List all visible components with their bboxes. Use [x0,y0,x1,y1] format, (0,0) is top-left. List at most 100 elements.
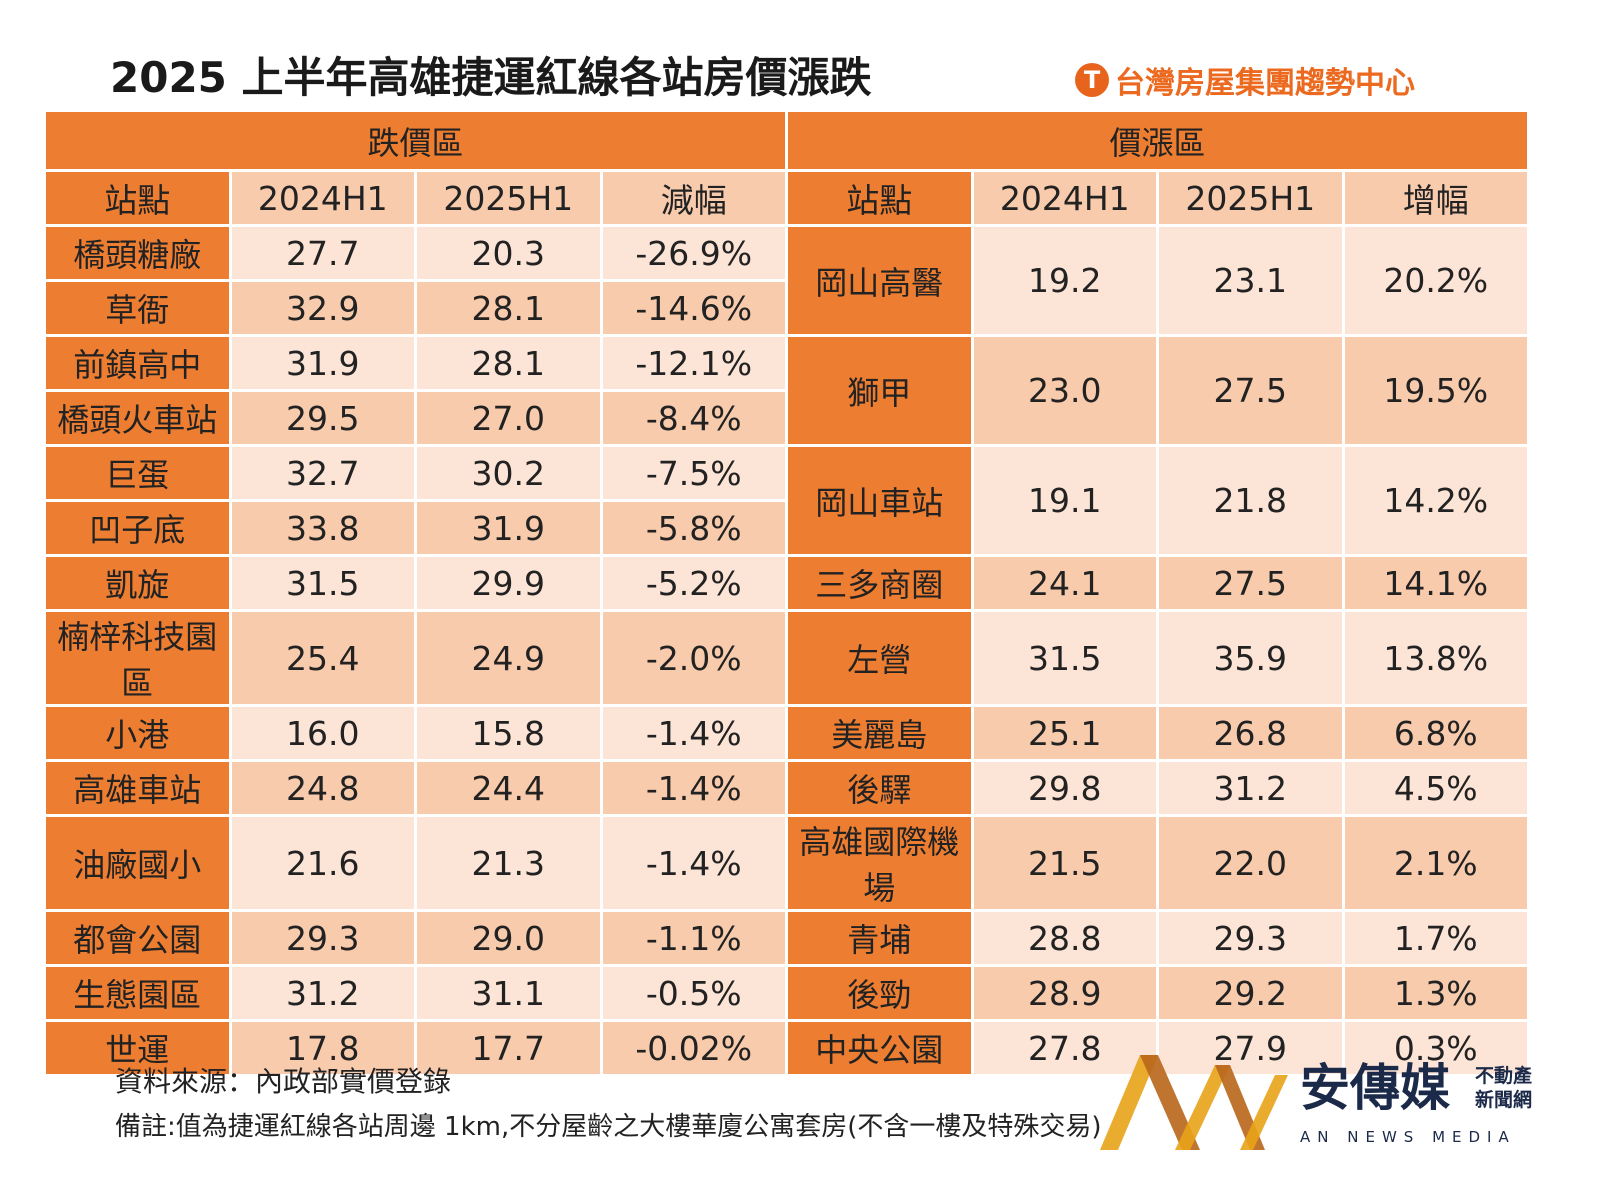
station-name: 岡山高醫 [788,227,971,334]
cell-value: -7.5% [602,447,785,499]
cell-value: 17.7 [417,1022,600,1074]
station-name: 油廠國小 [46,817,229,909]
cell-value: 31.2 [1159,762,1342,814]
cell-value: 24.1 [973,557,1156,609]
cell-value: 28.1 [417,282,600,334]
column-header-right: 增幅 [1344,172,1527,224]
cell-value: -5.2% [602,557,785,609]
column-header-left: 減幅 [602,172,785,224]
cell-value: -8.4% [602,392,785,444]
footnote: 備註:值為捷運紅線各站周邊 1km,不分屋齡之大樓華廈公寓套房(不含一樓及特殊交… [115,1112,1102,1142]
cell-value: 31.2 [231,967,414,1019]
watermark-sub2: 新聞網 [1475,1089,1533,1111]
table-row: 都會公園 29.3 29.0 -1.1% 青埔 28.8 29.3 1.7% [46,912,1527,964]
station-name: 凹子底 [46,502,229,554]
table-row: 小港 16.0 15.8 -1.4% 美麗島 25.1 26.8 6.8% [46,707,1527,759]
cell-value: -1.4% [602,762,785,814]
watermark-en: AN NEWS MEDIA [1300,1128,1516,1146]
table-row: 世運 17.8 17.7 -0.02% 中央公園 27.8 27.9 0.3% [46,1022,1527,1074]
station-name: 凱旋 [46,557,229,609]
group-header-falling: 跌價區 [46,112,785,169]
cell-value: -14.6% [602,282,785,334]
station-name: 三多商圈 [788,557,971,609]
cell-value: -1.4% [602,707,785,759]
group-header-rising: 價漲區 [788,112,1527,169]
column-header-right: 2025H1 [1159,172,1342,224]
column-header-right: 2024H1 [973,172,1156,224]
table-row: 巨蛋 32.7 30.2 -7.5% 岡山車站 19.1 21.8 14.2% [46,447,1527,554]
brand-mark-icon: T [1075,63,1109,97]
cell-value: -1.4% [602,817,785,909]
cell-value: -1.1% [602,912,785,964]
station-name: 美麗島 [788,707,971,759]
table-row: 草衙 32.9 28.1 -14.6% [46,282,1527,334]
cell-value: 24.4 [417,762,600,814]
cell-value: 21.8 [1159,447,1342,554]
station-name: 都會公園 [46,912,229,964]
station-name: 高雄國際機場 [788,817,971,909]
cell-value: 29.9 [417,557,600,609]
cell-value: 27.7 [231,227,414,279]
station-name: 後勁 [788,967,971,1019]
table-row: 前鎮高中 31.9 28.1 -12.1% 獅甲 23.0 27.5 19.5% [46,337,1527,444]
cell-value: 20.2% [1344,227,1527,334]
table-row: 楠梓科技園區 25.4 24.9 -2.0% 左營 31.5 35.9 13.8% [46,612,1527,704]
cell-value: 27.5 [1159,337,1342,444]
station-name: 世運 [46,1022,229,1074]
cell-value: 25.1 [973,707,1156,759]
page-title: 2025 上半年高雄捷運紅線各站房價漲跌 [110,53,872,102]
cell-value: 17.8 [231,1022,414,1074]
cell-value: 20.3 [417,227,600,279]
table-row: 高雄車站 24.8 24.4 -1.4% 後驛 29.8 31.2 4.5% [46,762,1527,814]
cell-value: -2.0% [602,612,785,704]
cell-value: 27.9 [1159,1022,1342,1074]
station-name: 岡山車站 [788,447,971,554]
cell-value: 27.5 [1159,557,1342,609]
cell-value: 32.7 [231,447,414,499]
group-header-row: 跌價區 價漲區 [46,112,1527,169]
cell-value: 19.5% [1344,337,1527,444]
station-name: 左營 [788,612,971,704]
station-name: 獅甲 [788,337,971,444]
station-name: 中央公園 [788,1022,971,1074]
station-name: 草衙 [46,282,229,334]
cell-value: 33.8 [231,502,414,554]
station-name: 橋頭火車站 [46,392,229,444]
cell-value: 29.5 [231,392,414,444]
brand-logo: T 台灣房屋集團趨勢中心 [1075,58,1415,102]
cell-value: 24.8 [231,762,414,814]
an-news-logo-icon [1100,1055,1288,1150]
cell-value: 31.9 [417,502,600,554]
table-row: 生態園區 31.2 31.1 -0.5% 後勁 28.9 29.2 1.3% [46,967,1527,1019]
cell-value: 29.8 [973,762,1156,814]
cell-value: 0.3% [1344,1022,1527,1074]
cell-value: 13.8% [1344,612,1527,704]
cell-value: 25.4 [231,612,414,704]
cell-value: 31.1 [417,967,600,1019]
cell-value: -0.02% [602,1022,785,1074]
table-row: 橋頭火車站 29.5 27.0 -8.4% [46,392,1527,444]
table-row: 凱旋 31.5 29.9 -5.2% 三多商圈 24.1 27.5 14.1% [46,557,1527,609]
cell-value: 23.0 [973,337,1156,444]
cell-value: -0.5% [602,967,785,1019]
cell-value: 22.0 [1159,817,1342,909]
table-row: 橋頭糖廠 27.7 20.3 -26.9% 岡山高醫 19.2 23.1 20.2% [46,227,1527,334]
station-name: 後驛 [788,762,971,814]
station-name: 小港 [46,707,229,759]
data-source: 資料來源：內政部實價登錄 [115,1065,452,1098]
column-header-right: 站點 [788,172,971,224]
cell-value: 21.6 [231,817,414,909]
cell-value: 35.9 [1159,612,1342,704]
column-header-left: 2024H1 [231,172,414,224]
cell-value: 27.0 [417,392,600,444]
watermark-sub1: 不動產 [1475,1065,1533,1087]
brand-text: 台灣房屋集團趨勢中心 [1115,66,1415,101]
cell-value: 31.9 [231,337,414,389]
cell-value: 19.2 [973,227,1156,334]
station-name: 巨蛋 [46,447,229,499]
cell-value: -26.9% [602,227,785,279]
cell-value: 23.1 [1159,227,1342,334]
cell-value: 14.2% [1344,447,1527,554]
cell-value: 4.5% [1344,762,1527,814]
cell-value: -12.1% [602,337,785,389]
